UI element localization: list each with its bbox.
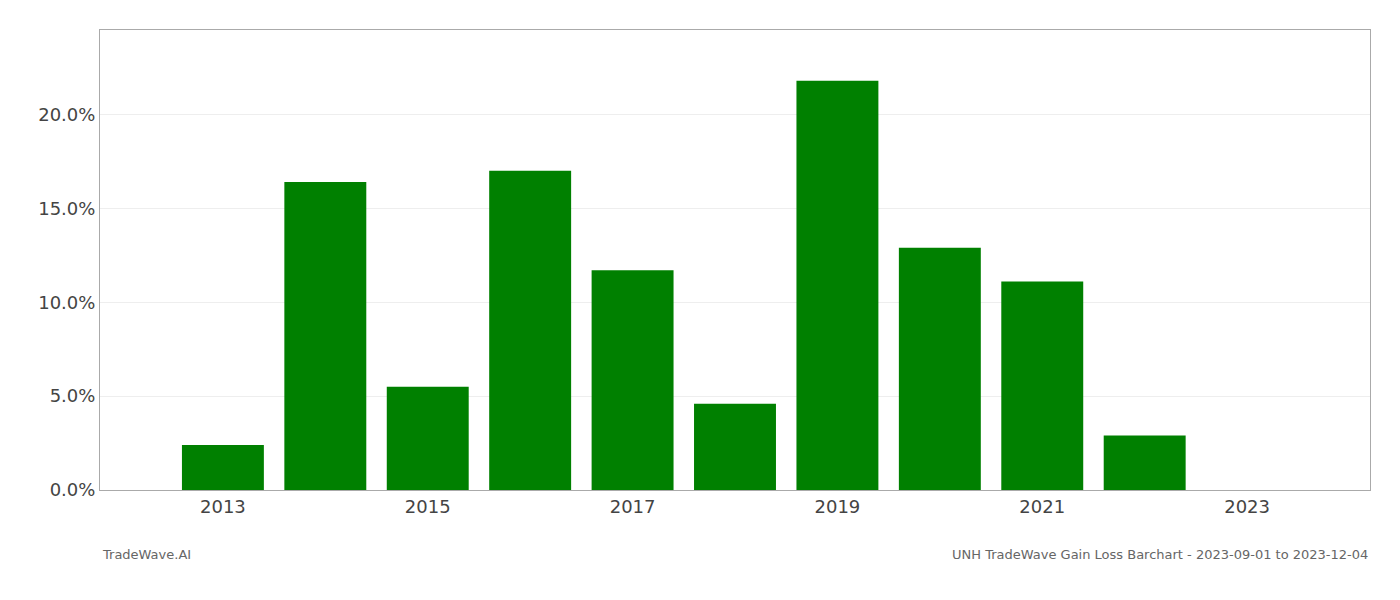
svg-text:15.0%: 15.0% xyxy=(38,198,95,219)
svg-text:2021: 2021 xyxy=(1019,496,1065,517)
svg-text:10.0%: 10.0% xyxy=(38,292,95,313)
svg-text:UNH TradeWave Gain Loss Barcha: UNH TradeWave Gain Loss Barchart - 2023-… xyxy=(952,547,1368,562)
svg-text:2013: 2013 xyxy=(200,496,246,517)
svg-text:5.0%: 5.0% xyxy=(50,385,96,406)
svg-text:20.0%: 20.0% xyxy=(38,104,95,125)
svg-text:2019: 2019 xyxy=(815,496,861,517)
svg-text:2023: 2023 xyxy=(1224,496,1270,517)
svg-text:2015: 2015 xyxy=(405,496,451,517)
svg-text:TradeWave.AI: TradeWave.AI xyxy=(102,547,191,562)
svg-text:0.0%: 0.0% xyxy=(50,479,96,500)
svg-text:2017: 2017 xyxy=(610,496,656,517)
